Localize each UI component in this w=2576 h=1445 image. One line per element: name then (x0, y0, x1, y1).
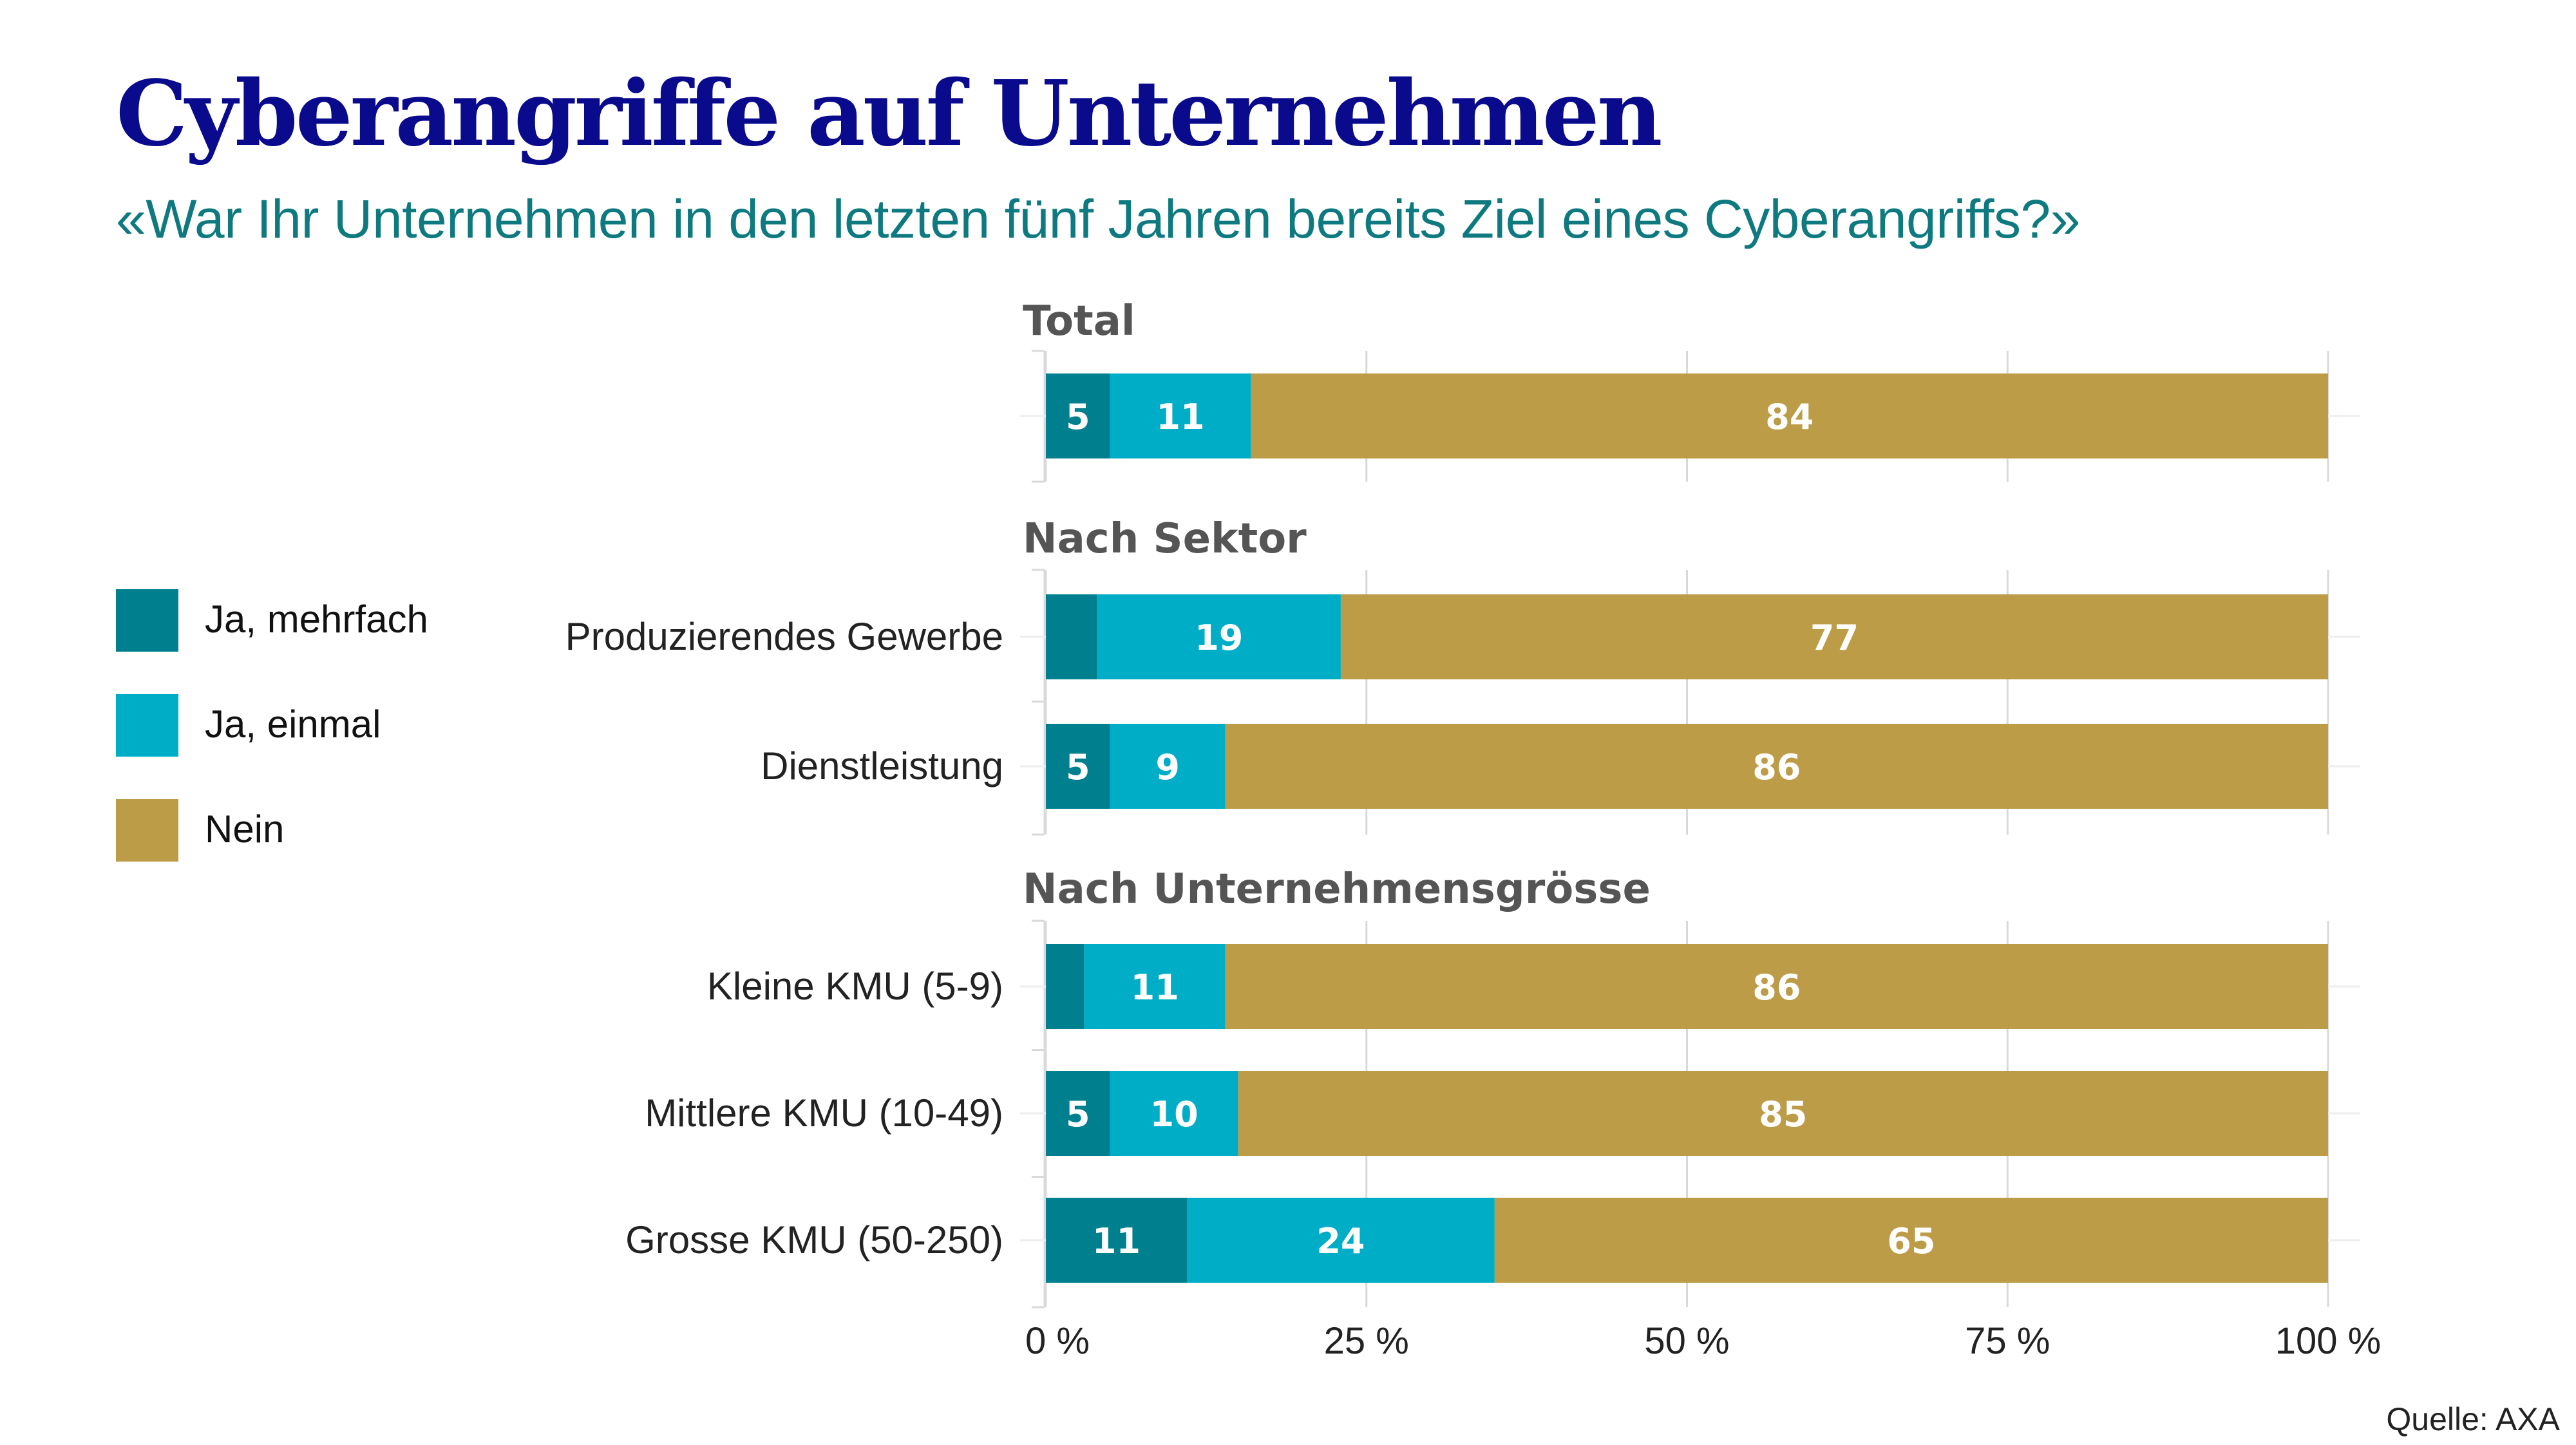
bar-value-label: 84 (1765, 397, 1814, 437)
bar-value-label: 24 (1316, 1221, 1365, 1261)
bar-value-label: 11 (1131, 967, 1179, 1008)
x-tick-label: 0 % (1025, 1320, 1090, 1362)
category-label: Kleine KMU (5-9) (707, 965, 1003, 1008)
bar-segment-ja-einmal (1187, 1198, 1495, 1283)
legend-item-nein: Nein (116, 799, 567, 864)
bar-value-label: 5 (1066, 397, 1090, 437)
category-label: Mittlere KMU (10-49) (645, 1091, 1003, 1135)
bar-value-label: 9 (1155, 747, 1180, 788)
bar-segment-nein (1340, 594, 2328, 679)
category-label: Produzierendes Gewerbe (565, 615, 1003, 658)
legend-swatch-ja-einmal (116, 694, 178, 757)
legend-swatch-ja-mehrfach (116, 589, 178, 652)
bar-value-label: 86 (1752, 747, 1801, 788)
bar-segment-ja-einmal (1110, 1071, 1238, 1156)
bar-segment-ja-mehrfach (1046, 373, 1110, 458)
bar-segment-nein (1251, 373, 2328, 458)
chart-subtitle: «War Ihr Unternehmen in den letzten fünf… (116, 189, 2080, 249)
bar-segment-ja-mehrfach (1046, 1071, 1110, 1156)
chart-title: Cyberangriffe auf Unternehmen (116, 61, 1663, 167)
x-tick-label: 50 % (1644, 1320, 1729, 1362)
bar-value-label: 77 (1810, 618, 1859, 658)
bar-segment-ja-mehrfach (1046, 594, 1097, 679)
x-tick-label: 25 % (1324, 1320, 1409, 1362)
bar-segment-nein (1494, 1198, 2328, 1283)
bar-segment-ja-mehrfach (1046, 1198, 1188, 1283)
legend-label: Ja, einmal (205, 703, 381, 746)
group-title: Total (1023, 298, 1135, 345)
bar-value-label: 85 (1759, 1094, 1807, 1135)
legend-item-ja-mehrfach: Ja, mehrfach (116, 589, 567, 654)
bar-segment-ja-einmal (1110, 373, 1251, 458)
bar-value-label: 10 (1150, 1094, 1198, 1135)
category-label: Dienstleistung (761, 744, 1003, 788)
bar-segment-nein (1225, 724, 2328, 809)
x-tick-label: 75 % (1965, 1320, 2050, 1362)
bar-segment-ja-einmal (1084, 944, 1226, 1029)
bar-value-label: 11 (1156, 397, 1204, 437)
bar-value-label: 65 (1887, 1221, 1935, 1261)
bar-value-label: 5 (1066, 1094, 1090, 1135)
bar-segment-ja-einmal (1110, 724, 1226, 809)
legend-swatch-nein (116, 799, 178, 862)
legend-label: Nein (205, 808, 285, 851)
bar-value-label: 5 (1066, 747, 1090, 788)
bar-segment-nein (1238, 1071, 2328, 1156)
bar-value-label: 19 (1195, 618, 1243, 658)
x-tick-label: 100 % (2275, 1320, 2381, 1362)
bar-segment-ja-mehrfach (1046, 724, 1110, 809)
bar-segment-ja-einmal (1097, 594, 1341, 679)
legend-label: Ja, mehrfach (205, 598, 428, 641)
bar-segment-ja-mehrfach (1046, 944, 1084, 1029)
group-title: Nach Sektor (1023, 515, 1307, 563)
bar-value-label: 11 (1092, 1221, 1141, 1261)
category-label: Grosse KMU (50-250) (625, 1218, 1003, 1261)
bar-segment-nein (1225, 944, 2328, 1029)
legend-item-ja-einmal: Ja, einmal (116, 694, 567, 759)
bar-value-label: 86 (1752, 967, 1801, 1008)
group-title: Nach Unternehmensgrösse (1023, 865, 1651, 913)
source-note: Quelle: AXA (2386, 1401, 2560, 1437)
